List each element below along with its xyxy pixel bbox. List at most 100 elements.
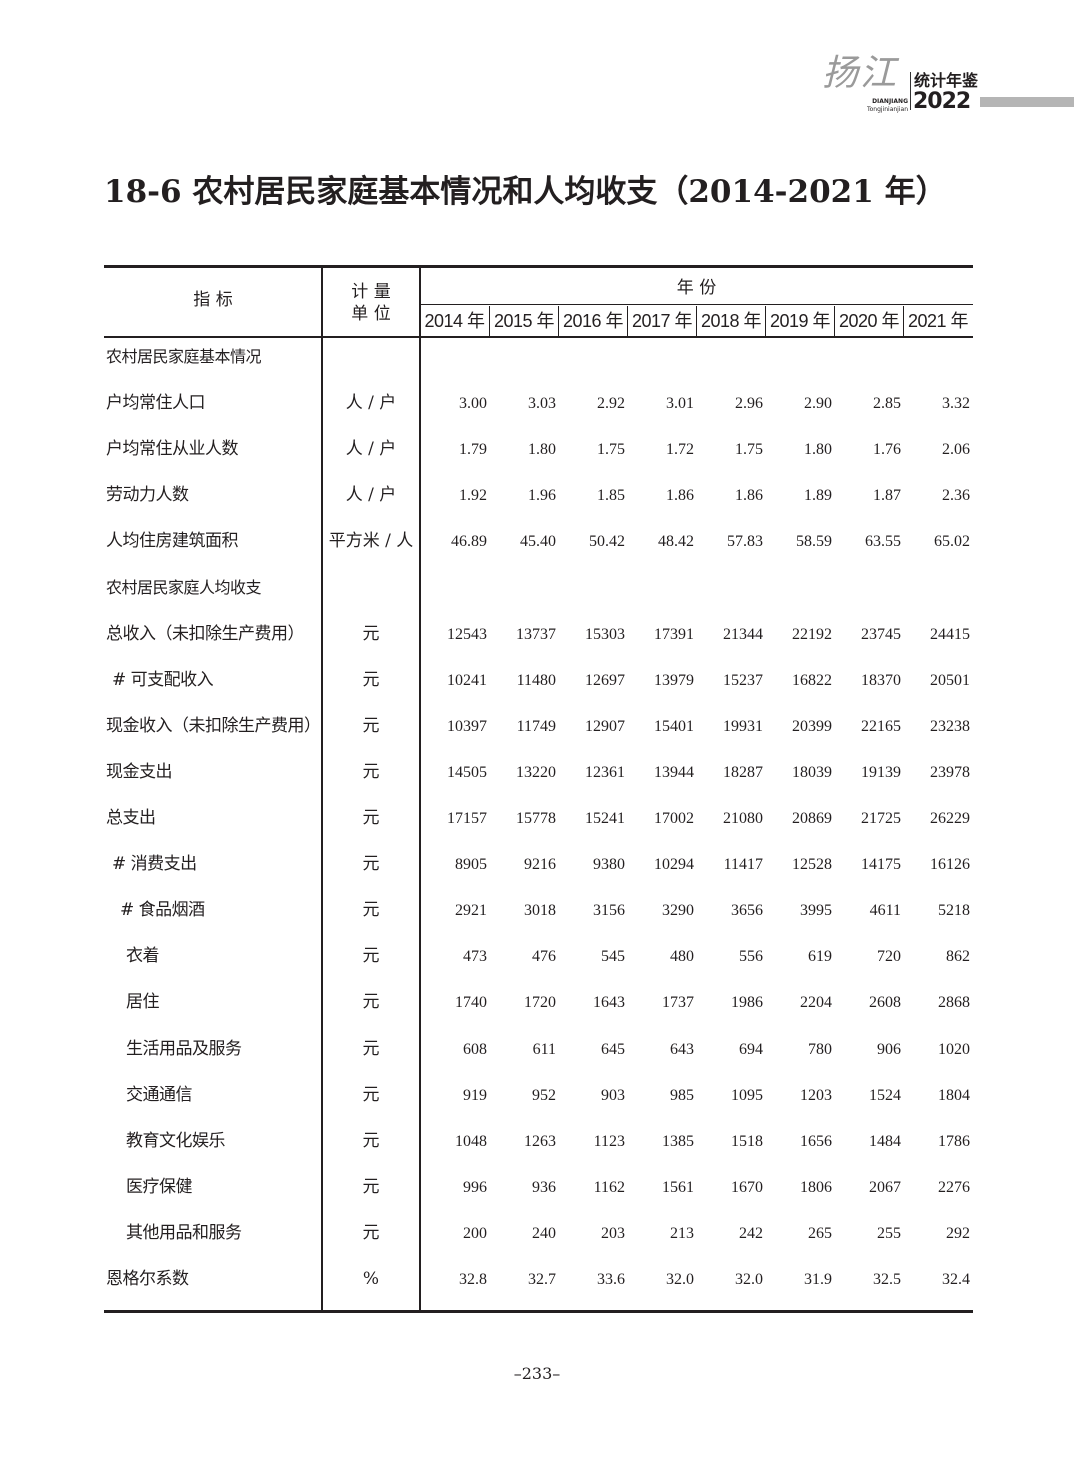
table-cell: 292 — [946, 1224, 970, 1242]
table-cell: 23745 — [861, 625, 901, 643]
table-cell: 32.7 — [528, 1271, 556, 1288]
table-cell: 17002 — [654, 810, 694, 827]
table-cell: 1.86 — [666, 487, 694, 505]
table-cell: 3656 — [731, 902, 763, 920]
table-cell: 32.0 — [666, 1271, 694, 1288]
table-cell: 15401 — [654, 717, 694, 735]
table-cell: 906 — [877, 1040, 901, 1058]
table-cell: 15241 — [585, 810, 625, 827]
table-cell: 16822 — [792, 671, 832, 689]
table-cell: 32.5 — [873, 1271, 901, 1288]
table-cell: 13737 — [516, 625, 556, 643]
table-cell: 1806 — [800, 1178, 832, 1196]
table-cell: 1786 — [938, 1132, 970, 1150]
table-cell: 720 — [877, 948, 901, 966]
table-cell: 15778 — [516, 810, 556, 827]
table-cell: 265 — [808, 1224, 832, 1242]
table-cell: 1670 — [731, 1178, 763, 1196]
table-cell: 12697 — [585, 671, 625, 689]
row-label: 医疗保健 — [126, 1176, 193, 1197]
table-cell: 952 — [532, 1086, 556, 1104]
table-cell: 14505 — [447, 763, 487, 781]
column-divider — [419, 268, 421, 1310]
table-cell: 11417 — [723, 856, 763, 874]
table-cell: 1656 — [800, 1132, 832, 1150]
row-label: 农村居民家庭人均收支 — [106, 577, 262, 597]
table-cell: 11749 — [516, 717, 556, 735]
logo-title: 统计年鉴 — [914, 71, 979, 90]
table-cell: 32.4 — [942, 1271, 970, 1288]
table-cell: 1.72 — [666, 441, 694, 459]
table-cell: 16126 — [930, 856, 970, 874]
row-unit: 元 — [362, 669, 380, 690]
row-label: 农村居民家庭基本情况 — [106, 347, 262, 366]
table-cell: 1263 — [524, 1132, 556, 1150]
table-cell: 1123 — [593, 1132, 625, 1150]
table-cell: 3.01 — [666, 395, 694, 413]
table-cell: 473 — [463, 948, 487, 966]
table-cell: 1.76 — [873, 441, 901, 459]
table-cell: 32.0 — [735, 1271, 763, 1288]
row-label: 总收入（未扣除生产费用） — [106, 623, 305, 644]
table-cell: 2608 — [869, 994, 901, 1012]
row-unit: 人 / 户 — [345, 439, 397, 460]
table-cell: 1.80 — [804, 441, 832, 459]
table-cell: 20869 — [792, 810, 832, 827]
table-cell: 3995 — [800, 902, 832, 920]
row-label: # 消费支出 — [112, 854, 197, 875]
row-unit: 元 — [362, 992, 380, 1013]
table-cell: 10241 — [447, 671, 487, 689]
row-label: 人均住房建筑面积 — [106, 531, 239, 552]
table-cell: 18287 — [723, 763, 763, 781]
table-cell: 4611 — [869, 902, 901, 920]
table-cell: 476 — [532, 948, 556, 966]
table-cell: 12528 — [792, 856, 832, 874]
table-cell: 48.42 — [658, 533, 694, 551]
table-cell: 15303 — [585, 625, 625, 643]
row-unit: 元 — [362, 854, 380, 875]
row-unit: 元 — [362, 1084, 380, 1105]
table-cell: 1.75 — [597, 441, 625, 459]
table-cell: 200 — [463, 1224, 487, 1242]
table-cell: 1804 — [938, 1086, 970, 1104]
table-cell: 1986 — [731, 994, 763, 1012]
table-cell: 1162 — [593, 1178, 625, 1196]
table-cell: 2.36 — [942, 487, 970, 505]
table-cell: 643 — [670, 1040, 694, 1058]
table-cell: 545 — [601, 948, 625, 966]
table-cell: 480 — [670, 948, 694, 966]
table-cell: 1385 — [662, 1132, 694, 1150]
row-label: 其他用品和服务 — [126, 1222, 242, 1243]
table-cell: 3156 — [593, 902, 625, 920]
row-unit: 元 — [362, 808, 380, 828]
table-cell: 9380 — [593, 856, 625, 874]
table-cell: 46.89 — [451, 533, 487, 551]
table-cell: 12543 — [447, 625, 487, 643]
row-label: 恩格尔系数 — [106, 1269, 189, 1289]
table-cell: 1484 — [869, 1132, 901, 1150]
table-cell: 919 — [463, 1086, 487, 1104]
table-cell: 1740 — [455, 994, 487, 1012]
year-header: 2018 年 — [696, 306, 765, 336]
row-unit: 元 — [362, 1130, 380, 1151]
row-unit: 元 — [362, 1038, 380, 1059]
table-cell: 10294 — [654, 856, 694, 874]
table-cell: 1.80 — [528, 441, 556, 459]
row-label: 户均常住人口 — [106, 393, 206, 414]
row-label: 教育文化娱乐 — [126, 1130, 226, 1151]
table-cell: 50.42 — [589, 533, 625, 551]
table-cell: 1095 — [731, 1086, 763, 1104]
table-cell: 22165 — [861, 717, 901, 735]
row-label: 居住 — [126, 992, 160, 1013]
table-cell: 862 — [946, 948, 970, 966]
table-cell: 8905 — [455, 856, 487, 874]
table-cell: 3.32 — [942, 395, 970, 413]
row-label: 生活用品及服务 — [126, 1038, 242, 1059]
table-cell: 780 — [808, 1040, 832, 1058]
row-unit: % — [362, 1269, 380, 1289]
year-header: 2020 年 — [834, 306, 903, 336]
table-cell: 240 — [532, 1224, 556, 1242]
year-header: 2019 年 — [765, 306, 834, 336]
table-cell: 23238 — [930, 717, 970, 735]
year-header: 2016 年 — [558, 306, 627, 336]
